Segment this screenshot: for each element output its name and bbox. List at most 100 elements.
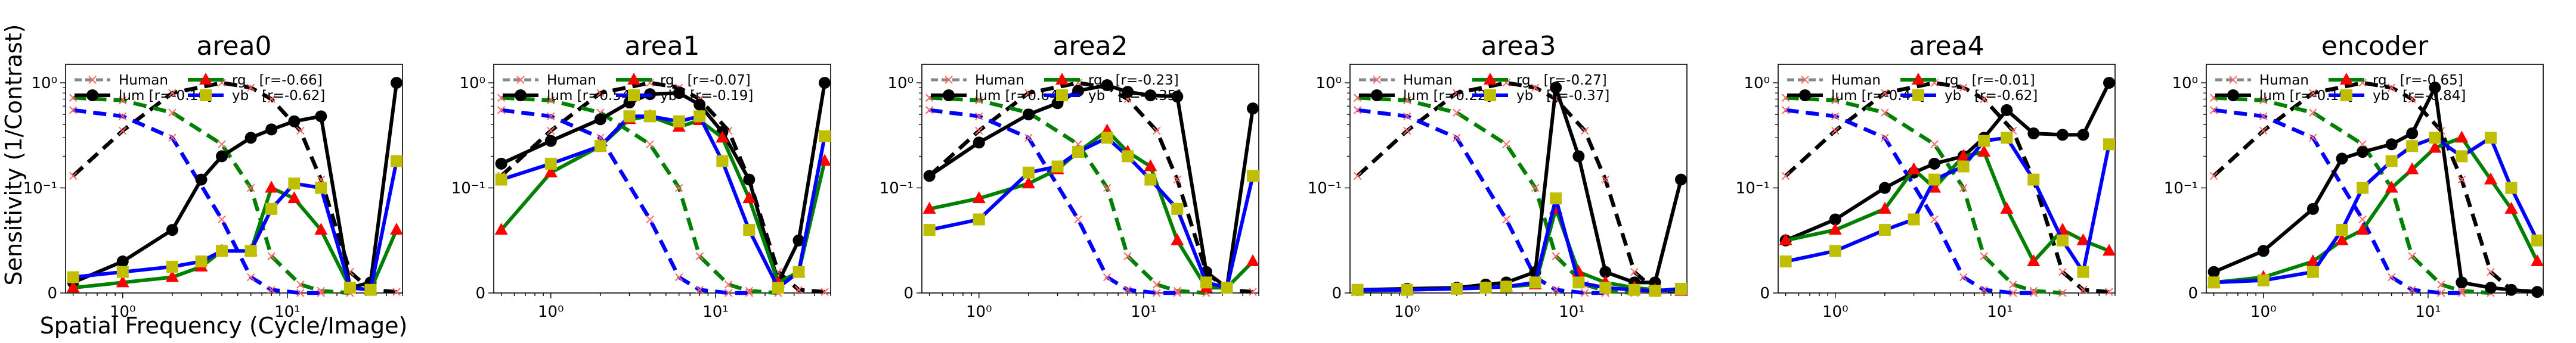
legend-marker: [200, 89, 212, 101]
human-x-marker: [2009, 289, 2017, 297]
legend-marker: [1484, 73, 1497, 85]
lum-point: [1122, 86, 1134, 98]
human-yb-curve: [929, 108, 1178, 295]
human-x-marker: [267, 252, 275, 260]
rg-point: [2428, 141, 2442, 153]
human-x-marker: [794, 285, 803, 294]
human-x-marker: [1453, 133, 1461, 142]
lum-point: [2103, 77, 2115, 89]
human-x-marker: [2259, 96, 2268, 105]
yb-point: [2484, 132, 2497, 144]
y-tick-label: 10⁻¹: [880, 180, 914, 198]
yb-point: [1450, 282, 1463, 295]
y-tick-label: 0: [47, 285, 57, 303]
yb-line: [2213, 135, 2539, 285]
y-ticks: 0 10⁻¹ 10⁰: [451, 74, 494, 303]
yb-point: [2103, 138, 2115, 151]
human-x-marker: [2259, 112, 2268, 121]
human-x-marker: [218, 140, 226, 149]
yb-point: [2406, 140, 2419, 152]
lum-point: [743, 173, 756, 186]
lum-point: [792, 234, 805, 247]
yb-point: [364, 283, 377, 296]
y-tick-label: 10⁻¹: [1308, 180, 1342, 198]
legend-marker: [2340, 89, 2352, 101]
human-x-marker: [1123, 252, 1132, 260]
yb-point: [1351, 283, 1364, 296]
lum-series: [495, 77, 831, 289]
lum-point: [544, 135, 557, 147]
plot-area: [1351, 79, 1687, 297]
legend-marker: [1055, 73, 1069, 85]
yb-point: [166, 260, 178, 273]
human-x-marker: [1980, 252, 1988, 260]
human-yb-curve: [501, 108, 750, 295]
lum-point: [973, 136, 985, 149]
y-tick-label: 0: [903, 285, 914, 303]
plot-area: [922, 79, 1259, 297]
yb-series: [495, 110, 831, 294]
human-lum-curve: [2212, 80, 2538, 294]
human-x-marker: [1249, 288, 1257, 296]
rg-point: [922, 201, 936, 214]
lum-point: [1878, 182, 1891, 194]
rg-point: [742, 191, 756, 204]
human-x-marker: [296, 126, 305, 135]
human-x-marker: [2437, 280, 2445, 289]
human-x-marker: [296, 289, 305, 297]
lum-point: [2357, 146, 2369, 158]
yb-point: [1221, 282, 1233, 294]
rg-point: [1779, 233, 1792, 245]
legend-label: rg [r=-0.66]: [232, 73, 323, 88]
human-x-marker: [1453, 108, 1461, 117]
lum-point: [390, 77, 402, 89]
human-x-marker: [246, 83, 255, 92]
lum-point: [1928, 157, 1941, 170]
yb-point: [2505, 182, 2518, 194]
yb-point: [2357, 182, 2369, 194]
rg-point: [2076, 233, 2090, 245]
x-tick-label: 10¹: [1559, 303, 1585, 321]
human-x-marker: [1601, 175, 1610, 184]
legend-marker: [1484, 89, 1496, 101]
human-x-marker: [1024, 89, 1033, 97]
lum-point: [216, 150, 228, 163]
human-x-marker: [69, 172, 78, 180]
yb-point: [1401, 283, 1413, 296]
legend-label: Human: [547, 73, 596, 88]
yb-point: [1500, 280, 1513, 293]
lum-point: [288, 115, 301, 127]
legend-label: yb [r=-0.19]: [660, 88, 753, 104]
rg-point: [1907, 162, 1921, 174]
human-x-marker: [547, 96, 555, 105]
lum-series: [923, 79, 1259, 294]
rg-point: [1021, 176, 1035, 189]
y-tick-label: 10⁰: [459, 74, 485, 92]
lum-point: [2456, 276, 2468, 289]
yb-point: [116, 266, 129, 278]
lum-point: [594, 113, 606, 126]
yb-point: [1957, 160, 1970, 173]
rg-point: [2531, 254, 2543, 267]
human-x-marker: [1353, 106, 1362, 114]
legend-marker: [1799, 89, 1811, 101]
lum-point: [495, 157, 507, 170]
human-x-marker: [267, 285, 275, 294]
panel-title: area4: [1909, 31, 1984, 61]
yb-point: [2429, 132, 2441, 144]
yb-point: [495, 173, 507, 186]
yb-series: [1779, 132, 2115, 278]
human-yb-curve: [2213, 108, 2462, 295]
legend-marker: [516, 76, 525, 84]
x-tick-label: 10⁰: [1822, 303, 1849, 321]
rg-point: [2484, 172, 2497, 185]
x-axis-label: Spatial Frequency (Cycle/Image): [40, 313, 408, 339]
legend-marker: [88, 76, 97, 84]
human-x-marker: [1453, 89, 1461, 97]
